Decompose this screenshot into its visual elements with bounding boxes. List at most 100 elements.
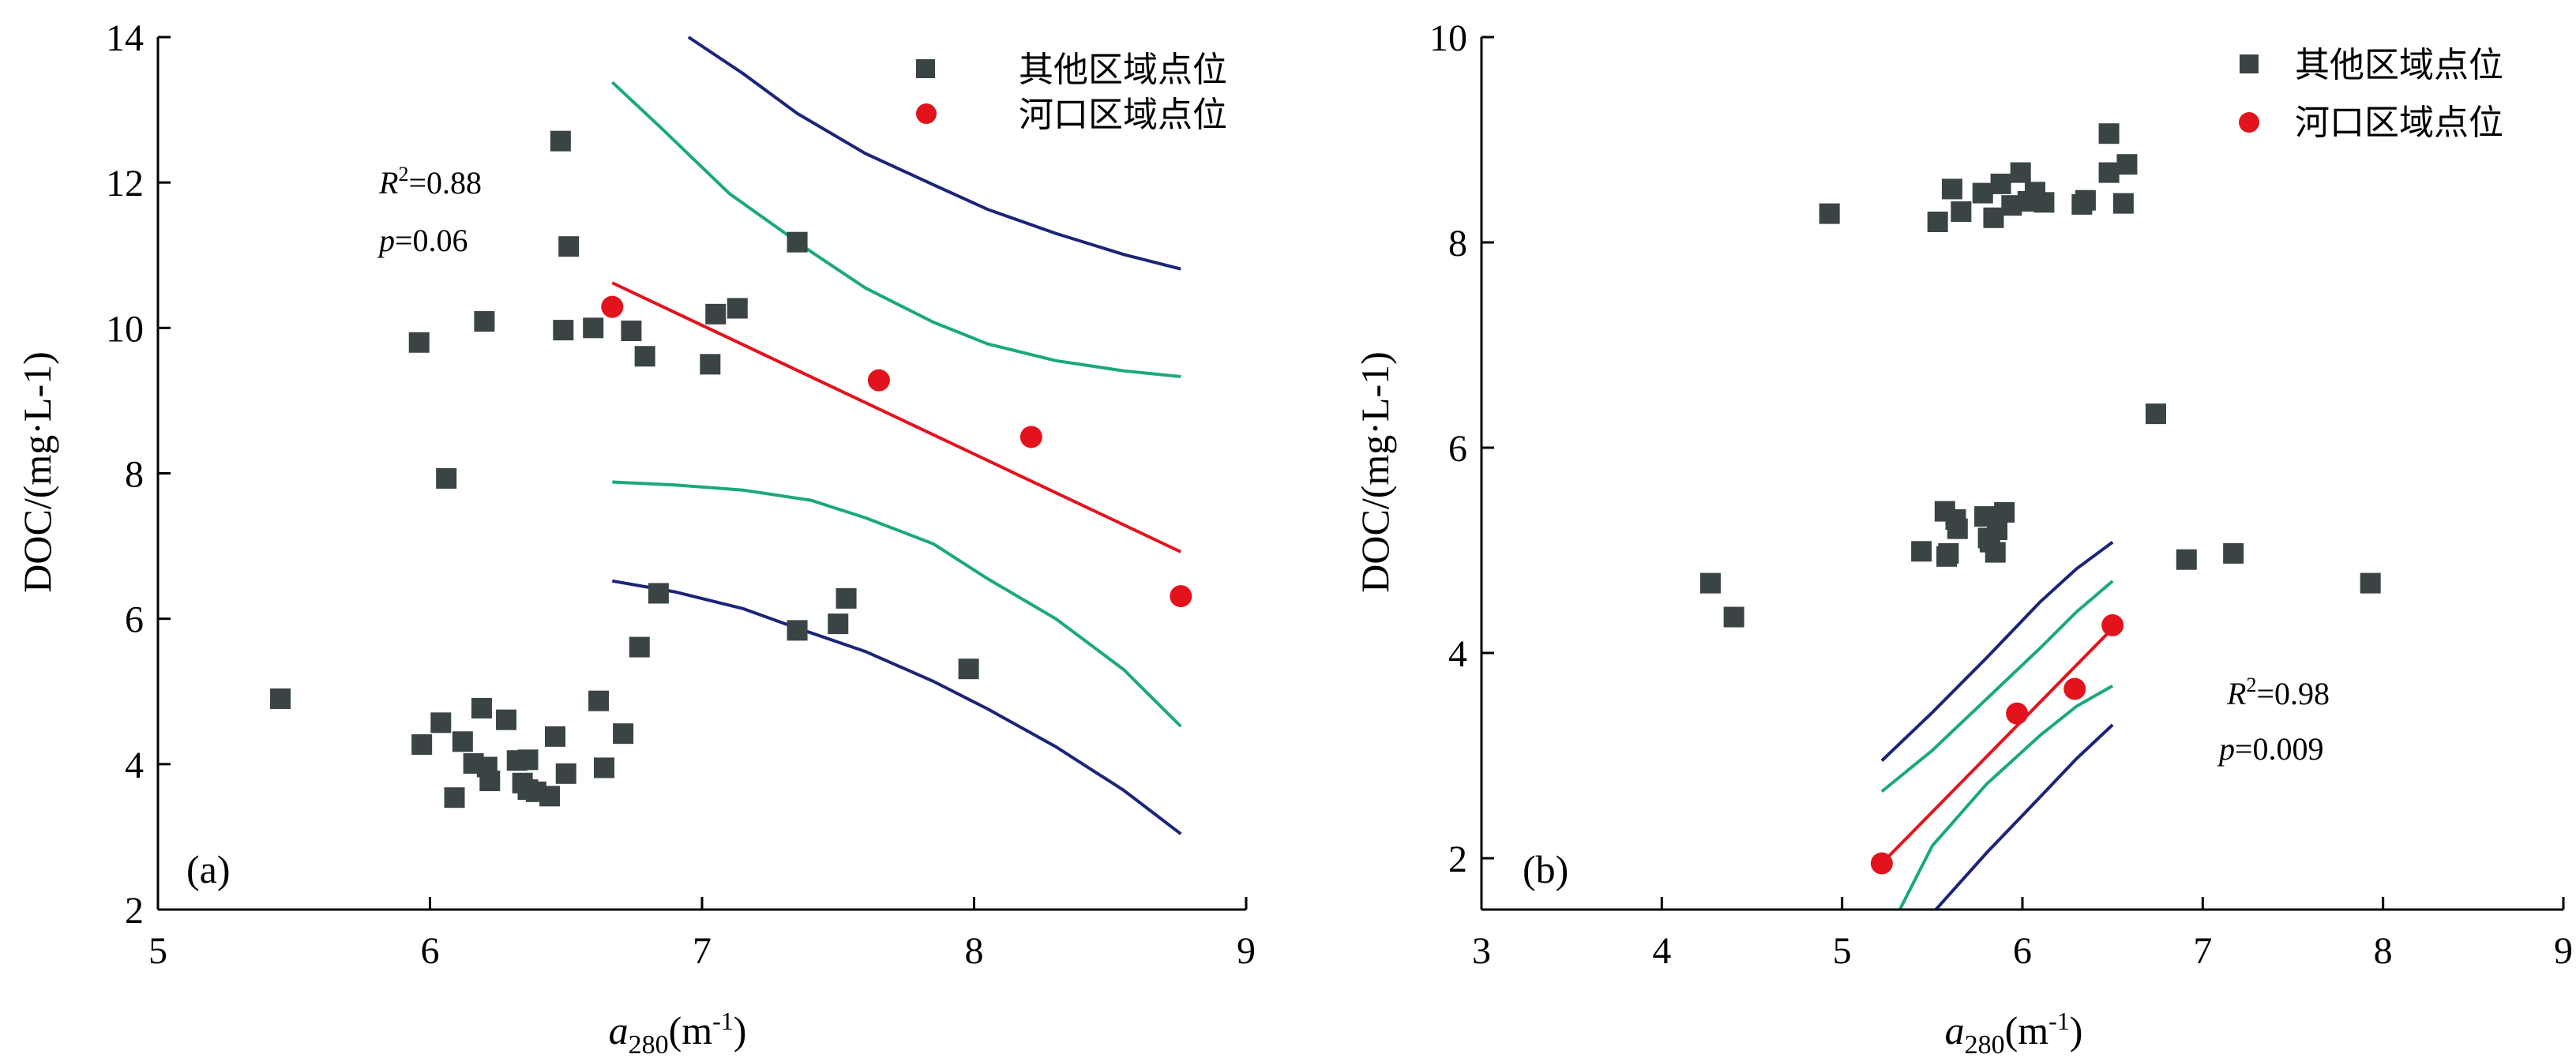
other-site-point [700,354,721,375]
other-site-point [629,636,650,658]
y-tick-label: 14 [106,17,144,59]
other-site-point [583,317,604,339]
other-site-point [1699,572,1721,594]
panel-b: 3 4 5 6 7 8 9 2 4 6 8 10 (b) R2=0.98 p=0.009 其他区域点位… [1353,17,2573,1058]
estuary-site-point [1020,426,1042,448]
other-site-point [593,757,614,778]
other-site-point [2116,154,2138,175]
y-tick-label: 8 [1448,223,1467,264]
other-site-point [621,321,642,342]
estuary-site-point [1170,585,1192,608]
other-site-point [270,688,291,709]
prediction-band-lower [1934,723,2114,911]
other-site-point [613,723,634,745]
panel-b-p: p=0.009 [2217,731,2324,767]
other-site-point [1983,207,2004,228]
other-site-point [2112,193,2134,214]
other-site-point [1938,542,1959,564]
panel-b-axes: 3 4 5 6 7 8 9 2 4 6 8 10 [1429,17,2573,972]
other-site-point [471,697,492,718]
legend-estuary-label: 河口区域点位 [1019,96,1227,134]
y-tick-label: 6 [1448,428,1467,470]
x-tick-label: 7 [693,930,712,972]
other-site-point [2075,189,2096,211]
fit-line [1880,627,2114,865]
other-site-point [705,303,727,325]
other-site-point [1947,518,1968,539]
other-site-point [550,130,571,152]
legend-other-label: 其他区域点位 [2295,46,2503,84]
other-site-point [544,726,565,747]
other-site-point [787,231,808,253]
estuary-site-point [2063,677,2086,700]
other-site-point [452,731,473,752]
panel-b-legend: 其他区域点位 河口区域点位 [2239,46,2503,142]
legend-other-label: 其他区域点位 [1019,51,1227,89]
other-site-point [648,583,669,604]
other-site-point [1972,182,1993,204]
confidence-band-lower [1898,684,2114,910]
y-tick-label: 8 [125,454,144,496]
panel-a-bands [610,36,1182,835]
x-tick-label: 9 [1237,930,1256,972]
estuary-site-point [1870,852,1893,875]
other-site-point [553,320,574,341]
legend-square-icon [916,59,935,78]
legend-circle-icon [916,103,937,124]
panel-a-stats: R2=0.88 p=0.06 [377,163,482,258]
panel-a-legend: 其他区域点位 河口区域点位 [916,51,1227,134]
panel-b-r2: R2=0.98 [2226,673,2330,711]
y-tick-label: 2 [125,890,144,932]
other-site-point [1927,212,1948,232]
other-site-point [836,587,857,609]
panel-b-bands [1880,540,2114,911]
x-tick-label: 5 [1833,930,1852,972]
other-site-point [2098,162,2120,183]
estuary-site-point [2101,613,2124,636]
confidence-band-lower [612,480,1182,728]
legend-circle-icon [2239,112,2259,133]
legend-square-icon [2240,54,2259,73]
panel-a: 5 6 7 8 9 2 4 6 8 10 12 14 (a) R2=0.88 p=0.06 其他区域点… [15,17,1256,1058]
other-site-point [1990,173,2011,194]
y-tick-label: 10 [1429,17,1467,59]
panel-a-p: p=0.06 [377,223,468,258]
other-site-point [1911,541,1932,562]
panel-a-ylabel: DOC/(mg·L-1) [15,351,59,593]
estuary-site-point [867,369,890,392]
other-site-point [474,311,495,332]
other-site-point [555,763,576,784]
panel-a-xlabel: a280(m-1) [609,1007,747,1058]
prediction-band-lower [611,579,1182,835]
other-site-point [2360,572,2381,594]
panel-a-fit [611,281,1182,553]
panel-b-fit [1880,627,2114,865]
x-tick-label: 9 [2554,930,2573,972]
other-site-point [958,658,979,680]
other-site-point [1941,178,1962,200]
other-site-point [411,733,433,755]
other-site-point [430,712,452,733]
confidence-band-upper [1880,580,2114,794]
x-tick-label: 8 [2374,930,2393,972]
other-site-point [1723,606,1744,628]
other-site-point [787,620,808,641]
other-site-point [588,690,610,711]
y-tick-label: 4 [125,745,144,786]
estuary-site-point [601,295,624,318]
panel-b-points [1699,123,2381,875]
other-site-point [444,787,465,809]
y-tick-label: 10 [106,308,144,350]
x-tick-label: 6 [2013,930,2032,972]
panel-a-r2: R2=0.88 [378,163,482,201]
other-site-point [634,346,655,367]
other-site-point [558,236,580,257]
y-tick-label: 4 [1448,633,1467,675]
other-site-point [2223,542,2244,564]
y-tick-label: 2 [1448,839,1467,880]
other-site-point [1994,501,2015,523]
other-site-point [436,467,457,489]
panel-b-label: (b) [1523,847,1568,891]
x-tick-label: 5 [148,930,167,972]
